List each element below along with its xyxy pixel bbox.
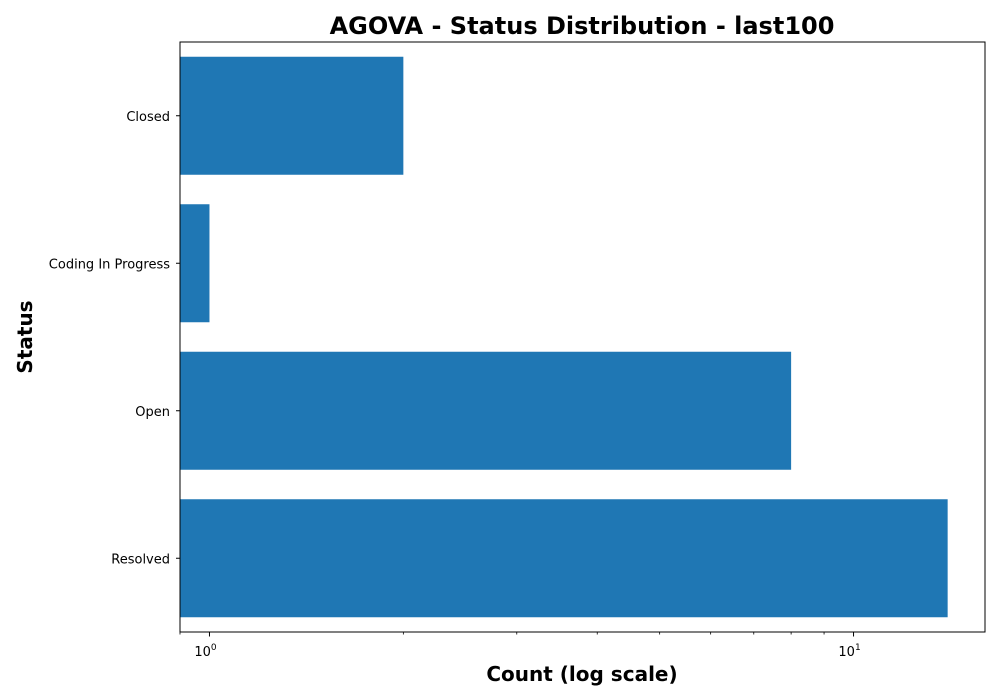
- bar-resolved: [180, 499, 948, 617]
- y-tick-label: Coding In Progress: [49, 257, 170, 272]
- bar-coding-in-progress: [180, 204, 209, 322]
- y-tick-label: Resolved: [111, 552, 170, 567]
- x-tick-exponent: 1: [855, 643, 861, 653]
- y-tick-label: Open: [135, 405, 170, 420]
- x-tick-base: 10: [838, 645, 855, 660]
- bar-open: [180, 352, 791, 470]
- chart-title: AGOVA - Status Distribution - last100: [330, 12, 835, 40]
- x-axis-label: Count (log scale): [486, 662, 677, 686]
- y-axis-label: Status: [13, 300, 37, 373]
- x-tick-exponent: 0: [211, 643, 217, 653]
- bar-closed: [180, 57, 403, 175]
- x-tick-base: 10: [194, 645, 211, 660]
- y-tick-label: Closed: [126, 110, 170, 125]
